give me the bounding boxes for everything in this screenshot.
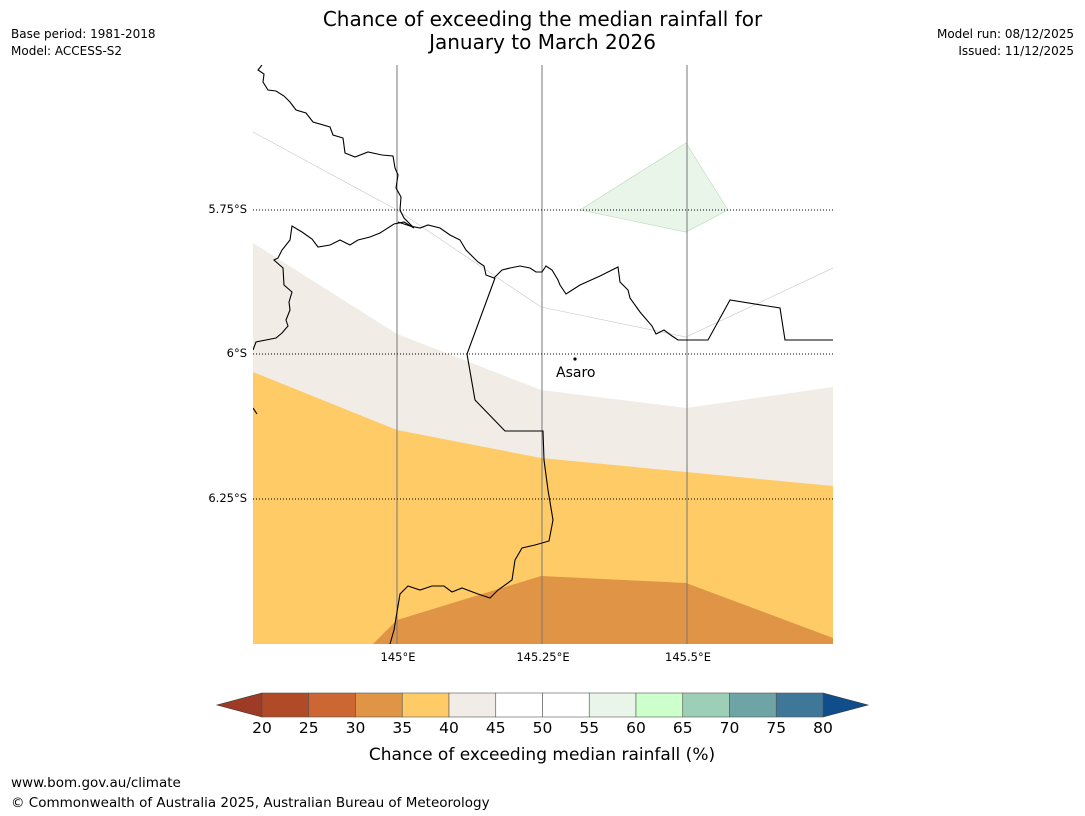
colorbar-segment-60 — [635, 692, 684, 718]
graticule — [253, 65, 833, 644]
colorbar-segment-75 — [775, 692, 824, 718]
colorbar-tick-65: 65 — [672, 719, 693, 737]
colorbar-tick-30: 30 — [345, 719, 366, 737]
region-35-40 — [253, 372, 833, 644]
colorbar-segment-45 — [495, 692, 543, 718]
colorbar-segment-30 — [355, 692, 403, 718]
lat-label-6-25: 6.25°S — [208, 491, 247, 505]
footer-copyright: © Commonwealth of Australia 2025, Austra… — [11, 795, 490, 811]
issued-label: Issued: 11/12/2025 — [958, 44, 1074, 58]
colorbar-segment-50 — [542, 692, 590, 718]
lon-label-145-5: 145.5°E — [665, 650, 711, 664]
colorbar-tick-60: 60 — [626, 719, 646, 737]
colorbar-title: Chance of exceeding median rainfall (%) — [368, 745, 716, 765]
page-title: Chance of exceeding the median rainfall … — [0, 8, 1085, 54]
colorbar-tick-40: 40 — [439, 719, 459, 737]
colorbar-tick-25: 25 — [298, 719, 319, 737]
title-line-1: Chance of exceeding the median rainfall … — [322, 7, 763, 31]
colorbar-segment-25 — [308, 692, 356, 718]
colorbar-tick-45: 45 — [485, 719, 506, 737]
province-boundaries — [253, 65, 833, 644]
colorbar-segment-20 — [261, 692, 310, 718]
model-run-label: Model run: 08/12/2025 — [936, 27, 1074, 41]
colorbar-tick-75: 75 — [766, 719, 787, 737]
colorbar-segment-40 — [448, 692, 497, 718]
base-period-label: Base period: 1981-2018 — [11, 27, 156, 41]
place-label-asaro: Asaro — [556, 365, 596, 381]
model-label: Model: ACCESS-S2 — [11, 44, 123, 58]
lon-label-145: 145°E — [380, 650, 416, 664]
colorbar-segment-65 — [682, 692, 730, 718]
lat-label-5-75: 5.75°S — [208, 202, 247, 216]
title-line-2: January to March 2026 — [429, 30, 656, 54]
colorbar-segment-70 — [729, 692, 777, 718]
colorbar-tick-50: 50 — [532, 719, 553, 737]
colorbar-segment-35 — [401, 692, 450, 718]
colorbar-tick-80: 80 — [813, 719, 833, 737]
colorbar-tick-20: 20 — [252, 719, 272, 737]
colorbar-over-arrow — [822, 692, 870, 718]
footer-url: www.bom.gov.au/climate — [11, 775, 181, 791]
contour-line — [253, 131, 833, 338]
colorbar-tick-35: 35 — [392, 719, 413, 737]
lat-label-6: 6°S — [226, 346, 247, 360]
region-30-35 — [373, 576, 833, 644]
colorbar-tick-55: 55 — [579, 719, 600, 737]
colorbar-segment-55 — [588, 692, 637, 718]
asaro-marker — [573, 357, 577, 361]
colorbar-under-arrow — [215, 692, 263, 718]
lon-label-145-25: 145.25°E — [516, 650, 570, 664]
colorbar-tick-70: 70 — [719, 719, 740, 737]
